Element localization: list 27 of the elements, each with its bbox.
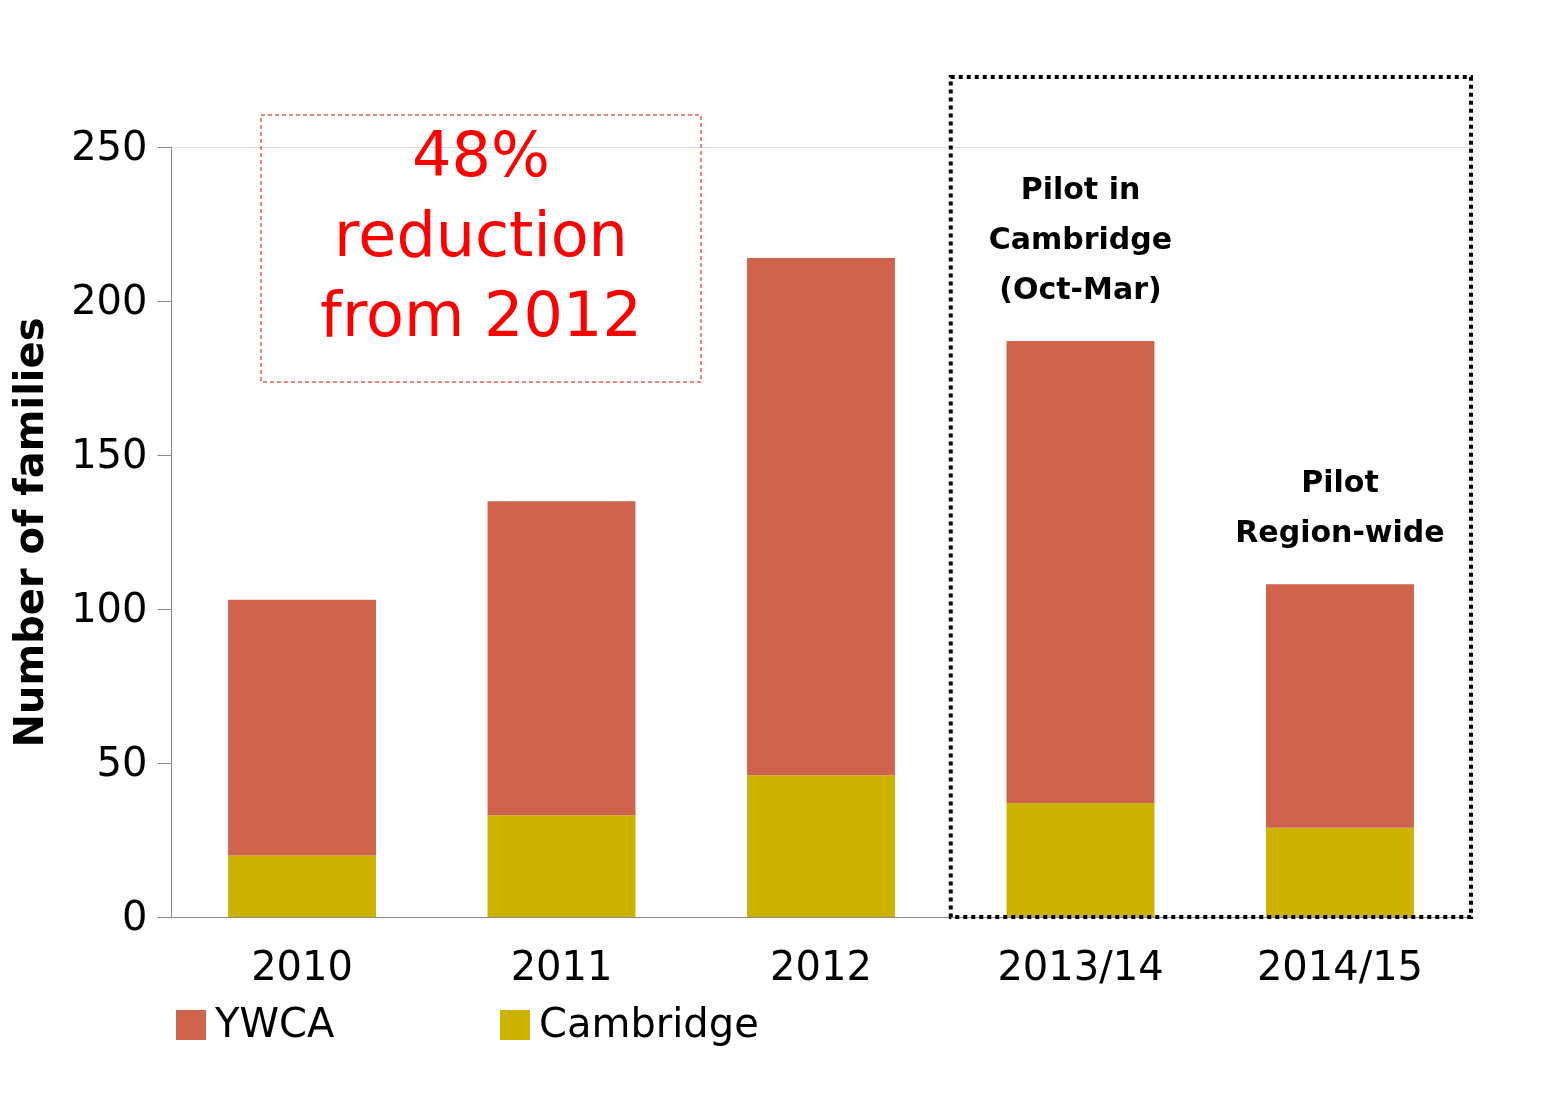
bar (487, 501, 636, 816)
bar (747, 775, 895, 917)
bar (1006, 341, 1155, 804)
bar (747, 257, 895, 776)
x-tick-label: 2014/15 (1256, 942, 1424, 989)
y-tick-label: 50 (96, 738, 148, 785)
annotation: 48% reduction from 2012 (320, 118, 642, 351)
bar (1266, 827, 1414, 917)
y-axis-title: Number of families (6, 317, 53, 748)
x-tick-label: 2013/14 (997, 942, 1164, 989)
x-tick-label: 2012 (770, 942, 872, 989)
bar (1266, 584, 1414, 828)
bar (228, 599, 376, 856)
x-tick-label: 2011 (510, 942, 613, 989)
legend-label: Cambridge (539, 1000, 759, 1046)
bar (1006, 803, 1155, 917)
y-tick-label: 250 (71, 122, 148, 169)
legend-label: YWCA (214, 1000, 335, 1046)
y-tick-label: 200 (71, 276, 148, 323)
annotation: Pilot Region-wide (1235, 464, 1445, 550)
y-tick-label: 150 (71, 430, 148, 477)
bar (228, 855, 376, 917)
bar (487, 815, 636, 917)
y-tick-label: 100 (71, 584, 148, 631)
y-tick-label: 0 (122, 892, 148, 939)
annotation: Pilot in Cambridge (Oct-Mar) (988, 171, 1173, 307)
x-tick-label: 2010 (251, 942, 353, 989)
